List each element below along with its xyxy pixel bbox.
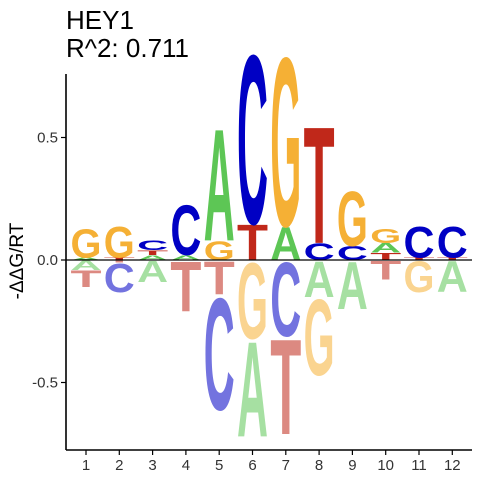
x-tick-label: 3 — [148, 457, 156, 474]
logo-letter-pos10-T: T — [370, 251, 401, 262]
x-tick-label: 10 — [377, 457, 394, 474]
logo-letter-pos6-T: T — [237, 214, 268, 271]
x-tick-label: 2 — [115, 457, 123, 474]
x-tick-label: 8 — [315, 457, 323, 474]
logo-letter-neg5-C: C — [204, 265, 235, 444]
logo-letter-pos2-G: G — [104, 218, 135, 267]
logo-letter-neg8-G: G — [304, 278, 335, 399]
logo-letter-pos12-T: T — [437, 257, 468, 261]
x-tick-label: 11 — [411, 457, 427, 474]
logo-letter-pos11-T: T — [404, 257, 435, 261]
x-tick-label: 9 — [348, 457, 356, 474]
logo-letter-pos9-G: G — [337, 176, 368, 263]
logo-letter-neg3-A: A — [137, 254, 168, 288]
x-tick-label: 12 — [444, 457, 461, 474]
chart-title: HEY1 — [66, 5, 134, 35]
logo-letter-neg6-G: G — [237, 241, 268, 362]
logo-letter-pos2-T: T — [104, 257, 135, 261]
logo-letter-neg7-C: C — [270, 242, 301, 360]
logo-letter-pos7-A: A — [270, 217, 301, 271]
logo-letter-pos7-G: G — [270, 7, 301, 278]
x-tick-label: 4 — [182, 457, 190, 474]
logo-letter-neg12-A: A — [437, 253, 468, 302]
logo-letter-neg2-T: T — [104, 259, 135, 263]
logo-letter-pos8-T: T — [304, 93, 335, 280]
logo-letter-neg1-A: A — [71, 257, 102, 272]
logo-letter-pos8-C: C — [304, 239, 335, 265]
x-tick-label: 7 — [282, 457, 290, 474]
axes: -0.50.00.51 2 3 4 5 6 7 8 9 10 11 12 — [32, 74, 472, 474]
logo-letter-neg2-C: C — [104, 255, 135, 301]
logo-letter-pos5-A: A — [204, 96, 235, 275]
x-tick-label: 1 — [82, 457, 90, 474]
logo-letter-pos10-G: G — [370, 224, 401, 247]
y-tick-label: 0.5 — [37, 130, 58, 147]
y-axis-label: -ΔΔG/RT — [7, 222, 28, 299]
logo-letter-pos9-C: C — [337, 242, 368, 264]
logo-letter-pos1-A: A — [71, 257, 102, 261]
chart-subtitle: R^2: 0.711 — [66, 33, 190, 63]
logo-letter-pos3-C: C — [137, 238, 168, 253]
logo-letter-pos1-G: G — [71, 220, 102, 267]
logo-letter-neg1-T: T — [71, 266, 102, 292]
logo-letter-pos6-C: C — [237, 5, 268, 275]
logo-letter-neg9-A: A — [337, 248, 368, 325]
logo-letter-neg11-G: G — [404, 252, 435, 301]
logo-letter-pos4-A: A — [170, 254, 201, 262]
y-tick-label: -0.5 — [32, 375, 58, 392]
y-tick-label: 0.0 — [37, 252, 58, 269]
logo-letter-pos4-C: C — [170, 192, 201, 271]
logo-letter-pos5-G: G — [204, 236, 235, 266]
logo-letter-pos3-T: T — [137, 249, 168, 257]
logo-letter-neg7-T: T — [270, 311, 301, 463]
logo-letter-neg4-T: T — [170, 248, 201, 328]
logo-letter-neg6-A: A — [237, 315, 268, 466]
logo-letter-pos10-A: A — [370, 240, 401, 255]
x-tick-label: 5 — [215, 457, 223, 474]
x-tick-label: 6 — [248, 457, 256, 474]
logo-letter-pos3-A: A — [137, 254, 168, 262]
